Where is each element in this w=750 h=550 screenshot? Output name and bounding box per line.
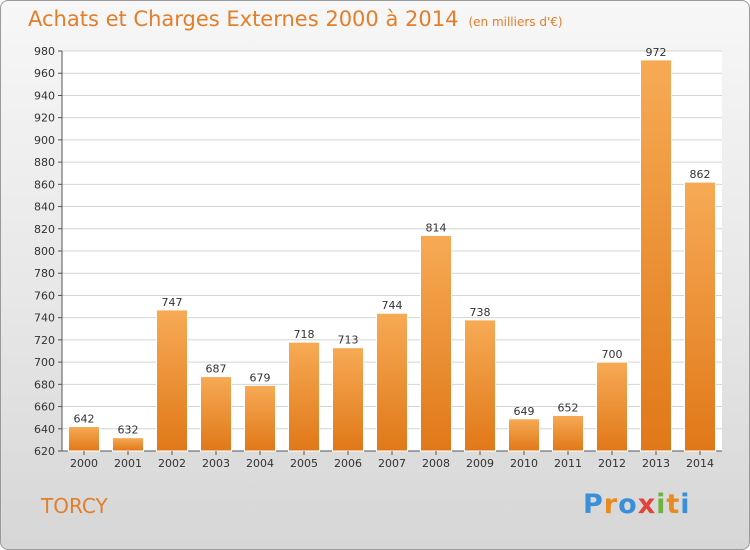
y-tick-label: 780 bbox=[34, 267, 55, 280]
x-tick-label-2002: 2002 bbox=[158, 457, 186, 470]
x-tick-label-2003: 2003 bbox=[202, 457, 230, 470]
bar-2014 bbox=[684, 181, 716, 452]
proxiti-logo: Proxiti bbox=[583, 489, 691, 520]
town-name: TORCY bbox=[41, 494, 108, 518]
bar-2012 bbox=[596, 361, 628, 452]
y-tick-label: 680 bbox=[34, 378, 55, 391]
y-tick-label: 940 bbox=[34, 89, 55, 102]
data-label-2004: 679 bbox=[250, 371, 271, 384]
x-tick-label-2004: 2004 bbox=[246, 457, 274, 470]
y-tick-label: 740 bbox=[34, 312, 55, 325]
data-label-2000: 642 bbox=[74, 413, 95, 426]
x-tick-label-2012: 2012 bbox=[598, 457, 626, 470]
data-label-2008: 814 bbox=[426, 221, 447, 234]
x-tick-label-2005: 2005 bbox=[290, 457, 318, 470]
bar-2005 bbox=[288, 341, 320, 452]
bar-2004 bbox=[244, 384, 276, 452]
x-tick-label-2014: 2014 bbox=[686, 457, 714, 470]
y-tick-label: 700 bbox=[34, 356, 55, 369]
data-label-2010: 649 bbox=[514, 405, 535, 418]
y-tick-label: 860 bbox=[34, 178, 55, 191]
chart-title: Achats et Charges Externes 2000 à 2014 (e… bbox=[28, 7, 563, 31]
data-label-2014: 862 bbox=[690, 168, 711, 181]
bar-2000 bbox=[68, 426, 100, 452]
y-tick-label: 760 bbox=[34, 289, 55, 302]
data-label-2005: 718 bbox=[294, 328, 315, 341]
x-tick-label-2007: 2007 bbox=[378, 457, 406, 470]
data-label-2007: 744 bbox=[382, 299, 403, 312]
x-tick-label-2011: 2011 bbox=[554, 457, 582, 470]
y-tick-label: 720 bbox=[34, 334, 55, 347]
bar-2002 bbox=[156, 309, 188, 452]
bar-2003 bbox=[200, 376, 232, 452]
y-tick-label: 820 bbox=[34, 223, 55, 236]
data-label-2006: 713 bbox=[338, 334, 359, 347]
bar-2001 bbox=[112, 437, 144, 452]
data-label-2012: 700 bbox=[602, 348, 623, 361]
data-label-2013: 972 bbox=[646, 46, 667, 59]
data-label-2001: 632 bbox=[118, 424, 139, 437]
x-tick-label-2009: 2009 bbox=[466, 457, 494, 470]
bar-2011 bbox=[552, 414, 584, 452]
bar-2009 bbox=[464, 319, 496, 452]
chart-subtitle: (en milliers d'€) bbox=[468, 15, 563, 29]
y-tick-label: 660 bbox=[34, 401, 55, 414]
x-tick-label-2010: 2010 bbox=[510, 457, 538, 470]
y-tick-label: 840 bbox=[34, 201, 55, 214]
x-tick-label-2013: 2013 bbox=[642, 457, 670, 470]
data-label-2002: 747 bbox=[162, 296, 183, 309]
bar-2006 bbox=[332, 347, 364, 452]
y-tick-label: 880 bbox=[34, 156, 55, 169]
chart-title-text: Achats et Charges Externes 2000 à 2014 bbox=[28, 7, 459, 31]
x-tick-label-2006: 2006 bbox=[334, 457, 362, 470]
y-tick-label: 980 bbox=[34, 45, 55, 58]
data-label-2003: 687 bbox=[206, 363, 227, 376]
bar-2013 bbox=[640, 59, 672, 452]
y-tick-label: 960 bbox=[34, 67, 55, 80]
y-tick-label: 900 bbox=[34, 134, 55, 147]
bar-2010 bbox=[508, 418, 540, 452]
data-label-2011: 652 bbox=[558, 401, 579, 414]
y-tick-label: 640 bbox=[34, 423, 55, 436]
bar-2007 bbox=[376, 312, 408, 452]
y-tick-label: 920 bbox=[34, 112, 55, 125]
bar-2008 bbox=[420, 234, 452, 452]
x-tick-label-2008: 2008 bbox=[422, 457, 450, 470]
x-tick-label-2001: 2001 bbox=[114, 457, 142, 470]
data-label-2009: 738 bbox=[470, 306, 491, 319]
y-tick-label: 800 bbox=[34, 245, 55, 258]
x-tick-label-2000: 2000 bbox=[70, 457, 98, 470]
y-tick-label: 620 bbox=[34, 445, 55, 458]
